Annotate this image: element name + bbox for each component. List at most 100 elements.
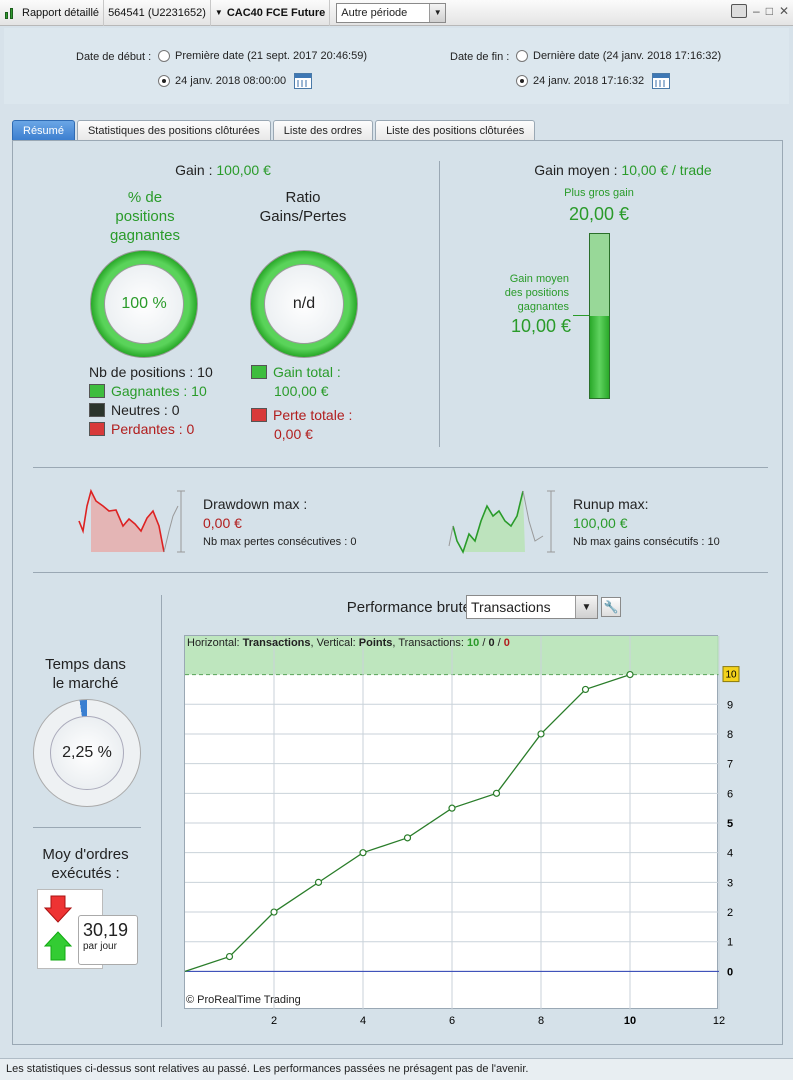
data-point	[448, 804, 456, 812]
account-id[interactable]: 564541 (U2231652)	[104, 0, 211, 26]
chevron-down-icon: ▼	[575, 596, 597, 618]
pointer-arrow-icon	[573, 315, 589, 316]
y-tick-label: 5	[727, 818, 733, 830]
ratio-value: n/d	[264, 264, 344, 344]
orders-box: 30,19 par jour	[78, 915, 138, 965]
tab-closed-positions-stats[interactable]: Statistiques des positions clôturées	[76, 120, 271, 140]
instrument-selector[interactable]: ▼ CAC40 FCE Future	[211, 0, 331, 26]
chevron-down-icon: ▼	[214, 8, 223, 17]
printer-icon[interactable]	[731, 4, 747, 18]
totals-legend: Gain total : 100,00 € Perte totale : 0,0…	[251, 363, 352, 444]
x-tick-label: 10	[624, 1015, 636, 1027]
minimize-button[interactable]: –	[753, 4, 760, 18]
chart-header: Horizontal: Transactions, Vertical: Poin…	[187, 637, 510, 649]
disclaimer-footer: Les statistiques ci-dessus sont relative…	[0, 1058, 793, 1080]
candlestick-icon	[4, 6, 18, 20]
gain-heading: Gain : 100,00 €	[175, 162, 271, 178]
data-point	[626, 670, 634, 679]
date-panel: Date de début : Première date (21 sept. …	[4, 28, 789, 104]
winning-pct-title: % de positions gagnantes	[109, 189, 181, 244]
y-tick-label: 4	[727, 848, 733, 860]
data-point	[403, 834, 412, 842]
wrench-icon[interactable]: 🔧	[601, 597, 621, 617]
avg-gain-bar	[589, 233, 610, 399]
report-title[interactable]: Rapport détaillé	[0, 0, 105, 26]
tab-orders-list[interactable]: Liste des ordres	[272, 120, 374, 140]
market-time-donut: 2,25 %	[33, 699, 141, 807]
data-point	[581, 685, 590, 694]
legend-gain-total: Gain total :	[251, 363, 352, 382]
drawdown-sub: Nb max pertes consécutives : 0	[203, 536, 357, 548]
avg-gain-bar-fill	[590, 316, 609, 398]
winning-pct-donut: 100 %	[90, 250, 198, 358]
market-time-title: Temps dans le marché	[45, 656, 126, 692]
x-tick-label: 2	[271, 1015, 277, 1027]
legend-perte-totale: Perte totale :	[251, 406, 352, 425]
x-tick-label: 4	[360, 1015, 366, 1027]
perte-totale-value: 0,00 €	[274, 426, 313, 442]
start-first-date-radio[interactable]: Première date (21 sept. 2017 20:46:59)	[158, 50, 367, 62]
end-custom-date-radio[interactable]: 24 janv. 2018 17:16:32	[516, 75, 644, 87]
runup-value: 100,00 €	[573, 515, 628, 531]
tab-closed-positions-list[interactable]: Liste des positions clôturées	[375, 120, 536, 140]
avg-gain-heading: Gain moyen : 10,00 € / trade	[534, 162, 712, 178]
x-tick-label: 12	[713, 1015, 725, 1027]
biggest-gain-value: 20,00 €	[568, 204, 630, 224]
tab-bar: Résumé Statistiques des positions clôtur…	[12, 120, 536, 140]
start-date-label: Date de début :	[76, 51, 152, 63]
y-tick-label: 9	[727, 699, 733, 711]
end-date-label: Date de fin :	[450, 51, 510, 63]
performance-chart: 2 4 6 8 10 12 0 1 2 3 4 5 6 7 8 9 10 Horizontal: Transac…	[184, 635, 740, 1027]
runup-label: Runup max:	[573, 496, 649, 512]
runup-sparkline	[448, 490, 555, 554]
y-tick-label: 3	[727, 877, 733, 889]
data-point	[492, 789, 501, 797]
orders-unit: par jour	[83, 941, 117, 952]
y-tick-label: 8	[727, 729, 733, 741]
orders-title: Moy d'ordres exécutés :	[42, 846, 129, 882]
data-point	[537, 730, 545, 738]
data-point	[314, 878, 323, 886]
calendar-icon[interactable]	[294, 73, 312, 89]
drawdown-block: Drawdown max : 0,00 € Nb max pertes cons…	[203, 495, 356, 552]
y-tick-label: 2	[727, 907, 733, 919]
y-tick-label: 1	[727, 937, 733, 949]
avg-winning-value: 10,00 €	[510, 316, 571, 336]
x-tick-label: 8	[538, 1015, 544, 1027]
ratio-title: Ratio Gains/Pertes	[259, 189, 347, 225]
gain-total-value: 100,00 €	[274, 383, 329, 399]
period-select[interactable]: Autre période ▼	[336, 2, 447, 23]
max-badge	[722, 666, 740, 683]
data-point	[359, 849, 367, 857]
runup-sub: Nb max gains consécutifs : 10	[573, 536, 720, 548]
legend-winning: Gagnantes : 10	[89, 382, 213, 401]
perf-axis-select[interactable]: Transactions ▼	[466, 595, 598, 619]
drawdown-sparkline	[78, 488, 185, 553]
drawdown-value: 0,00 €	[203, 515, 242, 531]
biggest-gain-label: Plus gros gain	[564, 187, 634, 199]
start-custom-date-radio[interactable]: 24 janv. 2018 08:00:00	[158, 75, 286, 87]
runup-block: Runup max: 100,00 € Nb max gains consécu…	[573, 495, 720, 552]
data-point	[225, 952, 234, 961]
calendar-icon[interactable]	[652, 73, 670, 89]
positions-legend: Nb de positions : 10 Gagnantes : 10 Neut…	[89, 363, 213, 439]
data-point	[270, 908, 278, 916]
summary-panel: Gain : 100,00 € % de positions gagnantes…	[12, 140, 783, 1045]
top-toolbar: Rapport détaillé 564541 (U2231652) ▼ CAC…	[0, 0, 793, 26]
chart-copyright: © ProRealTime Trading	[186, 994, 301, 1006]
max-badge-label: 10	[725, 670, 737, 681]
end-last-date-radio[interactable]: Dernière date (24 janv. 2018 17:16:32)	[516, 50, 721, 62]
market-time-value: 2,25 %	[50, 716, 124, 790]
orders-value: 30,19	[83, 920, 129, 940]
drawdown-label: Drawdown max :	[203, 496, 308, 512]
y-tick-label: 7	[727, 759, 733, 771]
close-button[interactable]: ✕	[778, 4, 789, 18]
y-tick-label: 0	[727, 966, 733, 978]
x-tick-label: 6	[449, 1015, 455, 1027]
y-tick-label: 6	[727, 788, 733, 800]
tab-resume[interactable]: Résumé	[12, 120, 75, 140]
maximize-button[interactable]: □	[765, 4, 773, 18]
positions-count: Nb de positions : 10	[89, 364, 213, 380]
legend-losing: Perdantes : 0	[89, 420, 213, 439]
